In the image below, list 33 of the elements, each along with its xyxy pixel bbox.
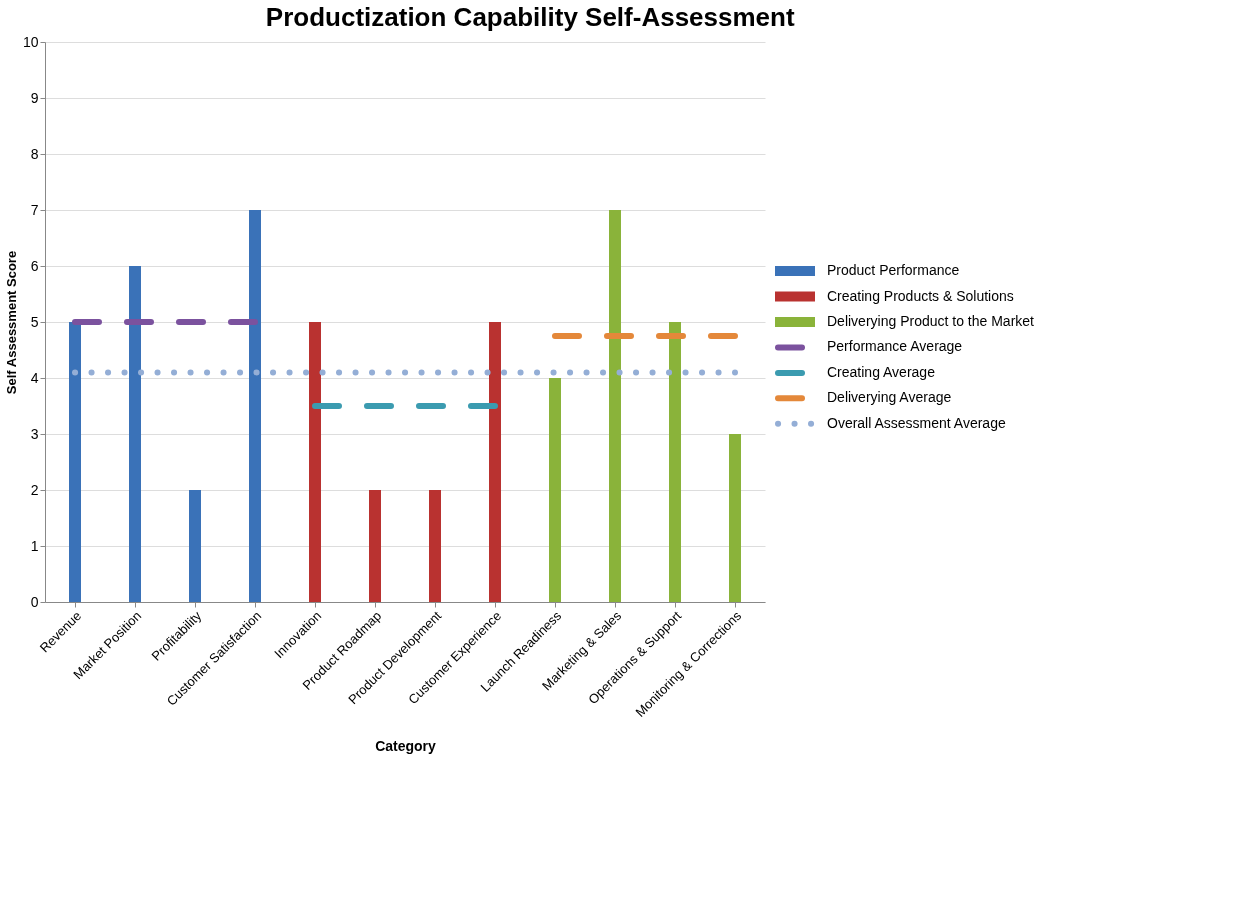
y-tick-label: 9	[30, 89, 39, 106]
y-tick-label: 5	[30, 313, 39, 330]
y-tick-label: 6	[30, 257, 39, 274]
bar	[309, 322, 321, 602]
bar	[549, 378, 561, 602]
bar	[69, 322, 81, 602]
legend-label: Product Performance	[827, 262, 960, 279]
x-axis-title: Category	[375, 737, 437, 754]
y-tick-label: 2	[30, 481, 39, 498]
bar	[249, 210, 261, 602]
legend-label: Performance Average	[827, 338, 963, 355]
legend-label: Overall Assessment Average	[827, 414, 1006, 431]
bar	[669, 322, 681, 602]
bar	[729, 434, 741, 602]
y-tick-label: 4	[30, 369, 39, 386]
legend-label: Deliverying Product to the Market	[827, 313, 1035, 329]
y-tick-label: 3	[30, 425, 39, 442]
y-tick-label: 1	[30, 537, 39, 554]
bar	[129, 266, 141, 602]
y-tick-label: 7	[30, 201, 39, 218]
bar	[429, 490, 441, 602]
y-tick-label: 10	[22, 33, 39, 50]
bar	[489, 322, 501, 602]
legend-label: Deliverying Average	[827, 389, 952, 406]
y-tick-label: 8	[30, 145, 39, 162]
bar	[369, 490, 381, 602]
legend-label: Creating Products & Solutions	[827, 287, 1014, 304]
legend-label: Creating Average	[827, 363, 936, 380]
bar	[189, 490, 201, 602]
y-axis-title: Self Assessment Score	[3, 250, 19, 395]
chart-title: Productization Capability Self-Assessment	[265, 2, 795, 32]
bar	[609, 210, 621, 602]
y-tick-label: 0	[30, 593, 39, 610]
